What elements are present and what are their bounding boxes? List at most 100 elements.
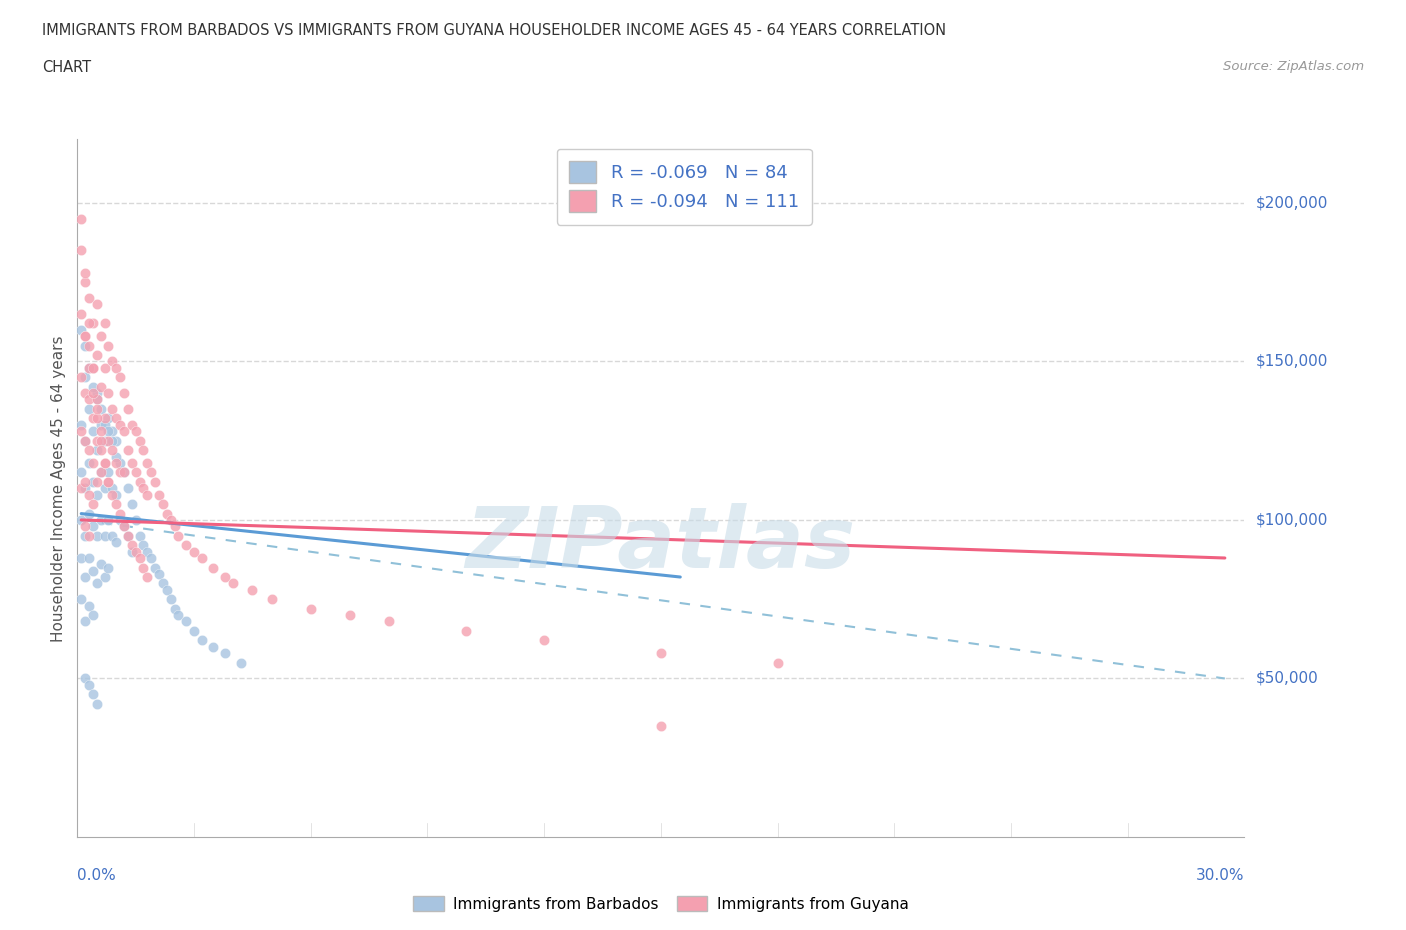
Point (70, 370, 93, 385)
Text: IMMIGRANTS FROM BARBADOS VS IMMIGRANTS FROM GUYANA HOUSEHOLDER INCOME AGES 45 - : IMMIGRANTS FROM BARBADOS VS IMMIGRANTS F… (42, 23, 946, 38)
Point (377, 614, 399, 629)
Point (86, 386, 108, 401)
Point (650, 719, 672, 734)
Point (93, 316, 115, 331)
Point (105, 497, 128, 512)
Point (77, 402, 100, 417)
Point (766, 655, 789, 670)
Point (105, 433, 128, 448)
Point (75, 433, 97, 448)
Point (75, 386, 97, 401)
Point (101, 481, 124, 496)
Point (121, 497, 143, 512)
Point (75, 528, 97, 543)
Point (75, 328, 97, 343)
Point (77, 528, 100, 543)
Point (105, 487, 128, 502)
Point (82, 607, 104, 622)
Point (70, 323, 93, 338)
Point (90, 424, 112, 439)
Point (242, 582, 264, 597)
Point (152, 497, 174, 512)
Text: 0.0%: 0.0% (77, 868, 117, 883)
Point (191, 551, 214, 565)
Point (117, 402, 139, 417)
Point (70, 512, 93, 527)
Point (77, 360, 100, 375)
Point (101, 433, 124, 448)
Point (159, 591, 181, 606)
Point (101, 528, 124, 543)
Point (70, 591, 93, 606)
Point (97, 424, 120, 439)
Point (167, 528, 190, 543)
Point (90, 465, 112, 480)
Point (70, 211, 93, 226)
Point (128, 551, 150, 565)
Point (77, 443, 100, 458)
Point (156, 506, 179, 521)
Point (97, 411, 120, 426)
Point (82, 360, 104, 375)
Point (75, 339, 97, 353)
Point (90, 379, 112, 394)
Point (260, 591, 283, 606)
Point (214, 569, 236, 584)
Point (75, 433, 97, 448)
Text: $200,000: $200,000 (1256, 195, 1327, 210)
Point (75, 614, 97, 629)
Point (82, 411, 104, 426)
Point (77, 392, 100, 407)
Point (132, 481, 155, 496)
Point (101, 487, 124, 502)
Text: Source: ZipAtlas.com: Source: ZipAtlas.com (1223, 60, 1364, 73)
Point (105, 449, 128, 464)
Point (82, 360, 104, 375)
Point (299, 602, 322, 617)
Point (101, 424, 124, 439)
Point (167, 607, 190, 622)
Point (97, 474, 120, 489)
Point (86, 433, 108, 448)
Point (75, 569, 97, 584)
Point (108, 456, 131, 471)
Point (108, 512, 131, 527)
Text: ZIPatlas: ZIPatlas (465, 502, 856, 586)
Point (93, 528, 115, 543)
Point (86, 576, 108, 591)
Point (117, 443, 139, 458)
Point (77, 456, 100, 471)
Point (90, 433, 112, 448)
Point (70, 424, 93, 439)
Point (75, 671, 97, 686)
Point (101, 354, 124, 369)
Point (108, 506, 131, 521)
Point (86, 402, 108, 417)
Point (86, 411, 108, 426)
Point (156, 582, 179, 597)
Point (86, 487, 108, 502)
Point (456, 623, 478, 638)
Point (124, 544, 148, 559)
Point (75, 370, 97, 385)
Point (174, 614, 197, 629)
Point (82, 386, 104, 401)
Point (124, 424, 148, 439)
Point (117, 481, 139, 496)
Point (214, 645, 236, 660)
Point (97, 433, 120, 448)
Point (533, 633, 555, 648)
Point (124, 465, 148, 480)
Point (117, 528, 139, 543)
Point (148, 566, 170, 581)
Point (112, 519, 135, 534)
Point (128, 433, 150, 448)
Point (136, 569, 159, 584)
Point (105, 411, 128, 426)
Point (159, 512, 181, 527)
Point (77, 677, 100, 692)
Point (77, 316, 100, 331)
Point (136, 456, 159, 471)
Y-axis label: Householder Income Ages 45 - 64 years: Householder Income Ages 45 - 64 years (51, 335, 66, 642)
Point (117, 528, 139, 543)
